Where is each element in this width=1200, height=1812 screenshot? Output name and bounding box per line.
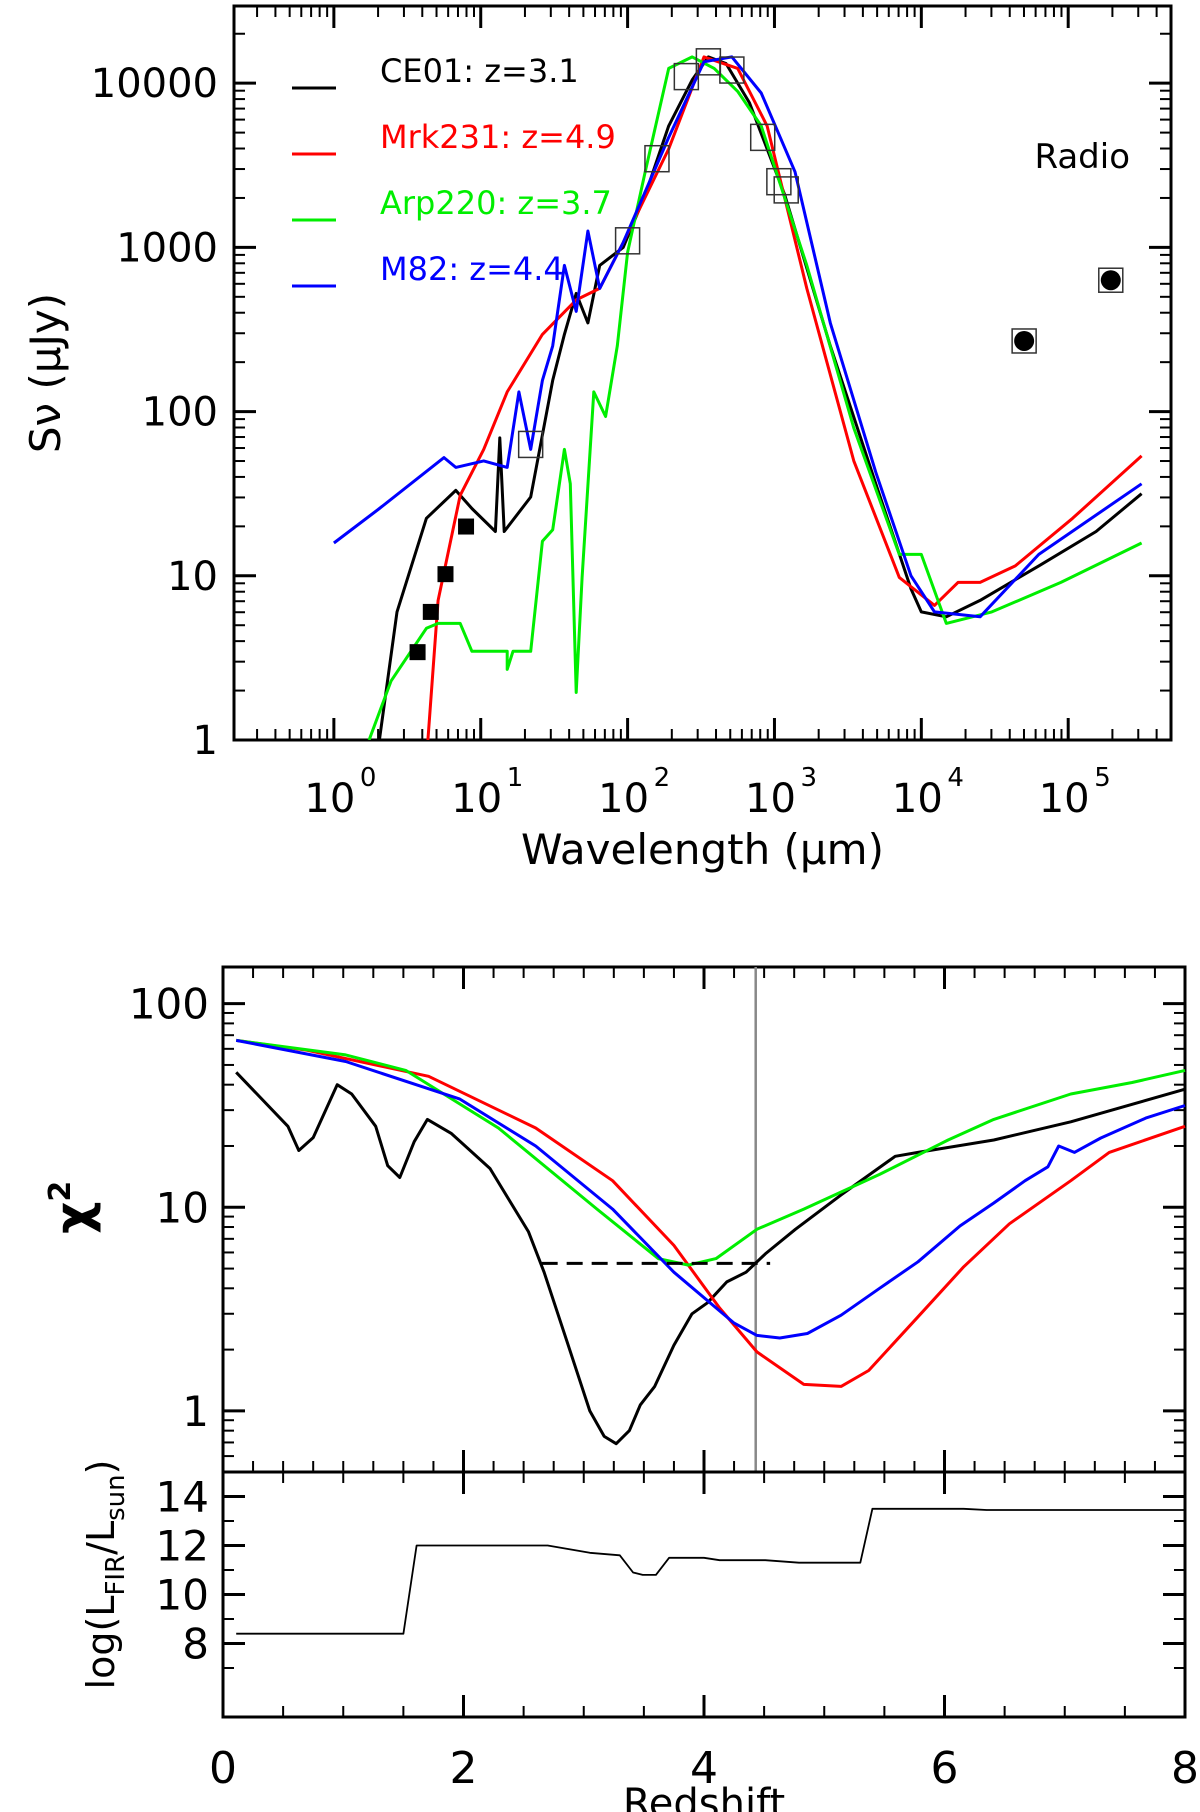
chi2-line-arp220 xyxy=(236,1038,1186,1267)
y-tick-label: 10 xyxy=(167,554,218,600)
x-tick-label: 10 xyxy=(598,776,649,822)
y-tick-label: 1 xyxy=(182,1387,209,1436)
open-square-point xyxy=(719,56,745,84)
x-tick-label: 6 xyxy=(931,1743,959,1794)
radio-point xyxy=(1014,330,1035,351)
y-tick-label: 10 xyxy=(156,1183,209,1232)
filled-square-point xyxy=(458,518,475,535)
x-axis-label: Redshift xyxy=(623,1781,785,1812)
legend-label: CE01: z=3.1 xyxy=(380,52,579,90)
chi2-panel: 1 10 100 χ2 xyxy=(43,965,1187,1474)
open-square-point xyxy=(749,123,776,152)
x-tick-exponent: 3 xyxy=(800,763,817,793)
y-axis-label-exponent: 2 xyxy=(43,1181,78,1202)
open-square-point xyxy=(773,176,799,204)
x-tick-label: 4 xyxy=(690,1743,718,1794)
legend-label: Mrk231: z=4.9 xyxy=(380,118,616,156)
x-tick-exponent: 0 xyxy=(360,763,377,793)
y-label-sub: FIR xyxy=(101,1555,131,1596)
x-tick-exponent: 2 xyxy=(654,763,671,793)
x-tick-label: 8 xyxy=(1171,1743,1199,1794)
y-tick-label: 10 xyxy=(156,1571,209,1620)
radio-point xyxy=(1100,270,1121,291)
x-tick-label: 0 xyxy=(209,1743,237,1794)
x-tick-label: 10 xyxy=(892,776,943,822)
x-tick-exponent: 1 xyxy=(507,763,524,793)
series-line-ce01 xyxy=(377,55,1143,740)
chi2-line-mrk231 xyxy=(235,1038,1186,1388)
open-square-point xyxy=(673,62,700,91)
y-axis-label: χ2 xyxy=(43,1181,102,1234)
y-axis-label: log(LFIR/Lsun) xyxy=(79,1460,131,1690)
x-axis-label: Wavelength (μm) xyxy=(521,825,884,874)
y-label-part: log(L xyxy=(79,1596,123,1690)
x-tick-label: 10 xyxy=(745,776,796,822)
radio-annotation: Radio xyxy=(1034,137,1130,177)
legend-label: Arp220: z=3.7 xyxy=(380,184,612,222)
radio-point-box xyxy=(1011,328,1037,354)
filled-square-point xyxy=(437,566,454,583)
y-tick-label: 10000 xyxy=(91,61,218,107)
x-tick-exponent: 5 xyxy=(1094,763,1111,793)
y-label-part: ) xyxy=(79,1460,123,1475)
y-axis-label-base: χ xyxy=(44,1202,102,1234)
open-square-point xyxy=(614,227,641,255)
y-tick-label: 1000 xyxy=(116,225,218,271)
x-tick-label: 10 xyxy=(1039,776,1090,822)
radio-point-box xyxy=(1098,267,1124,293)
x-tick-label: 10 xyxy=(451,776,502,822)
open-square-point xyxy=(766,167,792,196)
filled-square-point xyxy=(422,603,439,620)
series-line-arp220 xyxy=(367,55,1143,740)
open-square-point xyxy=(644,144,670,173)
x-tick-exponent: 4 xyxy=(947,763,964,793)
y-label-part: /L xyxy=(79,1521,123,1555)
y-tick-label: 8 xyxy=(182,1620,209,1669)
chi2-line-m82 xyxy=(235,1038,1186,1340)
series-line-m82 xyxy=(332,55,1143,619)
plot-frame xyxy=(232,4,1173,742)
y-label-sub: sun xyxy=(101,1474,131,1521)
chi2-line-ce01 xyxy=(235,1071,1186,1446)
filled-square-point xyxy=(409,644,426,661)
y-axis-label: Sν (μJy) xyxy=(21,293,70,453)
y-tick-label: 100 xyxy=(142,390,218,436)
lfir-line xyxy=(236,1507,1185,1635)
x-tick-label: 10 xyxy=(304,776,355,822)
plot-frame xyxy=(221,965,1187,1474)
x-tick-label: 2 xyxy=(450,1743,478,1794)
y-tick-label: 1 xyxy=(193,718,218,764)
open-square-point xyxy=(517,430,544,459)
y-tick-label: 100 xyxy=(129,980,209,1029)
y-tick-label: 12 xyxy=(156,1522,209,1571)
plot-frame xyxy=(221,1470,1187,1719)
legend-label: M82: z=4.4 xyxy=(380,250,564,288)
y-tick-label: 14 xyxy=(156,1473,209,1522)
